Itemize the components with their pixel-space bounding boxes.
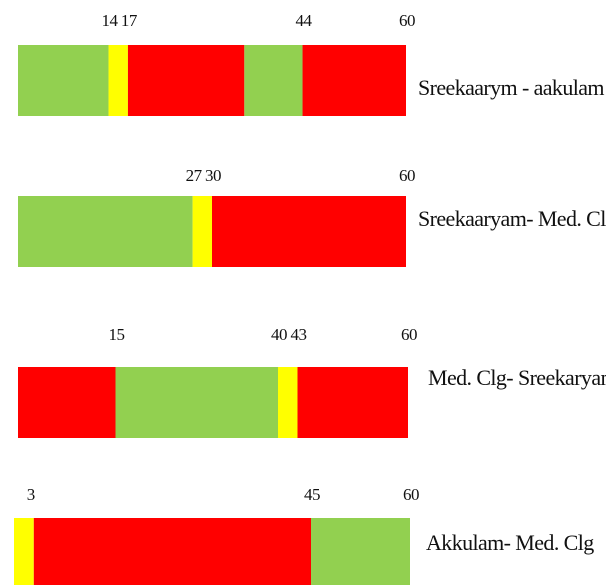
tick-label: 45 <box>304 485 320 504</box>
bar-segment-yellow <box>14 518 34 585</box>
bar-segment-yellow <box>192 196 212 267</box>
bar-group: 14 17 44 60 Sreekaarym - aakulam <box>18 11 605 116</box>
bar-segment-red <box>18 367 116 438</box>
tick-label: 60 <box>403 485 419 504</box>
bar-segment-green <box>244 45 303 116</box>
bar-group: 3 45 60 Akkulam- Med. Clg <box>14 485 595 585</box>
route-label: Sreekaarym - aakulam <box>418 75 604 100</box>
bar-segment-red <box>127 45 245 116</box>
tick-label: 3 <box>27 485 35 504</box>
bar-group: 27 30 60 Sreekaaryam- Med. Clg <box>18 166 606 267</box>
tick-label: 60 <box>399 11 415 30</box>
bar-segment-green <box>115 367 278 438</box>
bar-segment-green <box>18 45 109 116</box>
tick-label: 60 <box>399 166 415 185</box>
route-label: Akkulam- Med. Clg <box>426 530 594 555</box>
tick-label: 40 <box>271 325 287 344</box>
bar-segment-red <box>33 518 312 585</box>
tick-label: 43 <box>291 325 307 344</box>
tick-label: 17 <box>121 11 138 30</box>
bar-group: 15 40 43 60 Med. Clg- Sreekaryam <box>18 325 606 438</box>
tick-label: 30 <box>205 166 221 185</box>
tick-label: 44 <box>296 11 313 30</box>
bar-segment-red <box>212 196 406 267</box>
bar-segment-green <box>18 196 193 267</box>
bar-segment-red <box>302 45 406 116</box>
bar-segment-green <box>311 518 410 585</box>
tick-label: 27 <box>186 166 203 185</box>
tick-label: 60 <box>401 325 417 344</box>
tick-label: 14 <box>102 11 119 30</box>
bar-segment-yellow <box>278 367 298 438</box>
bar-segment-yellow <box>108 45 128 116</box>
route-label: Med. Clg- Sreekaryam <box>428 365 606 390</box>
route-label: Sreekaaryam- Med. Clg <box>418 206 606 231</box>
bar-segment-red <box>297 367 408 438</box>
bars-layer: 14 17 44 60 Sreekaarym - aakulam 27 30 60 Sreeka… <box>14 11 606 585</box>
tick-label: 15 <box>109 325 125 344</box>
